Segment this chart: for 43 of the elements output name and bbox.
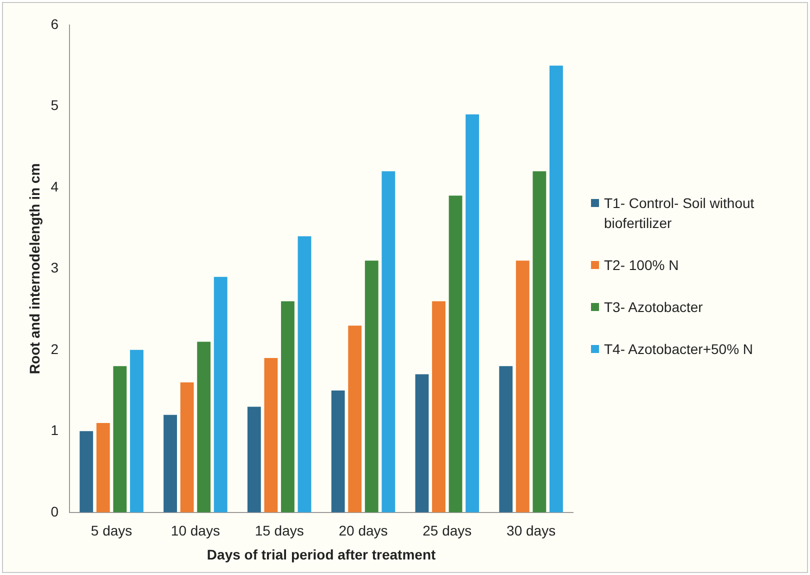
bar xyxy=(96,423,110,512)
x-tick-label: 10 days xyxy=(170,522,220,539)
bar xyxy=(532,171,546,512)
bar xyxy=(432,301,446,512)
bar xyxy=(348,326,362,512)
bar xyxy=(197,342,211,512)
bar xyxy=(331,390,345,512)
bar xyxy=(448,196,462,512)
bar xyxy=(364,260,378,512)
bar xyxy=(247,406,261,512)
bar xyxy=(382,171,396,512)
bar xyxy=(130,350,144,512)
x-axis-title: Days of trial period after treatment xyxy=(206,546,436,562)
bar xyxy=(415,374,429,512)
x-tick-label: 20 days xyxy=(338,522,388,539)
y-tick-label: 0 xyxy=(50,503,59,520)
bar xyxy=(516,260,530,512)
y-axis-title: Root and internodelength in cm xyxy=(26,163,42,374)
bar xyxy=(264,358,278,512)
bar xyxy=(113,366,127,512)
bar xyxy=(550,66,563,512)
x-tick-label: 30 days xyxy=(506,522,556,539)
legend-label: T3- Azotobacter xyxy=(604,298,703,317)
y-tick-label: 5 xyxy=(50,97,59,114)
y-tick-label: 4 xyxy=(50,178,59,194)
legend-label: T1- Control- Soil without biofertilizer xyxy=(604,194,756,233)
x-tick-label: 25 days xyxy=(422,522,472,539)
bar xyxy=(466,114,480,512)
bar xyxy=(281,301,294,512)
y-tick-label: 6 xyxy=(50,16,59,32)
x-tick-label: 5 days xyxy=(90,522,132,539)
bar xyxy=(298,236,312,512)
legend-label: T4- Azotobacter+50% N xyxy=(604,340,754,359)
bar xyxy=(164,414,177,512)
bar xyxy=(214,276,228,512)
bar xyxy=(80,431,94,512)
bar xyxy=(499,366,513,512)
legend-label: T2- 100% N xyxy=(604,256,679,275)
bar xyxy=(180,382,194,512)
y-tick-label: 2 xyxy=(50,340,59,357)
y-tick-label: 1 xyxy=(50,422,59,438)
x-tick-label: 15 days xyxy=(254,522,304,539)
y-tick-label: 3 xyxy=(50,260,59,276)
